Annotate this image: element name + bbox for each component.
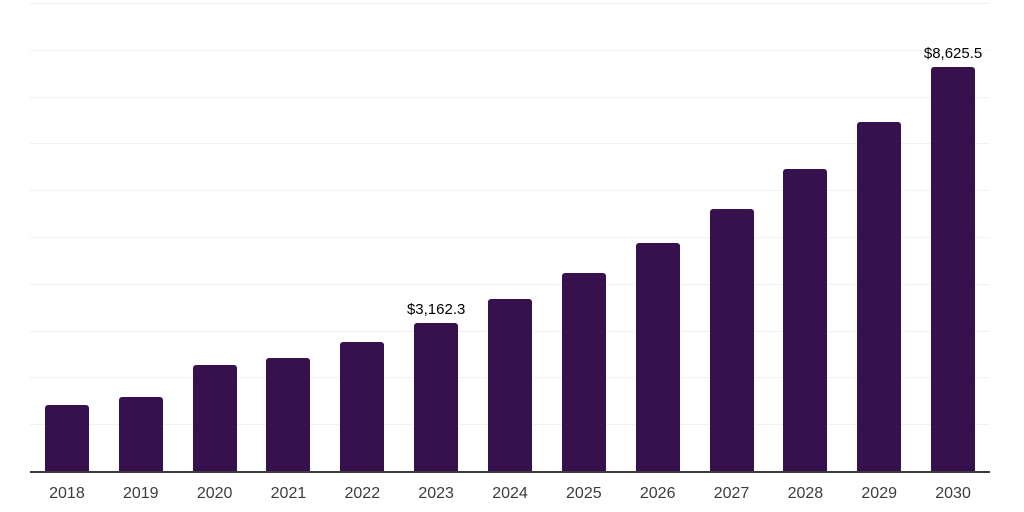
x-tick-label-2029: 2029 — [861, 485, 897, 502]
bar-2019 — [118, 396, 163, 471]
bar-2028 — [783, 168, 828, 471]
bar-slot-2028 — [768, 3, 842, 471]
bar-2021 — [266, 358, 311, 471]
bar-slot-2022 — [325, 3, 399, 471]
bar-2025 — [561, 272, 606, 471]
bar-slot-2023: $3,162.3 — [399, 3, 473, 471]
x-axis-labels: 2018 2019 2020 2021 2022 2023 2024 2025 2026 2027… — [30, 485, 990, 503]
bar-2030: $8,625.5 — [924, 45, 982, 471]
bar-2026 — [635, 243, 680, 471]
bars-container: $3,162.3 $8,625.5 — [30, 3, 990, 471]
bar-chart: $3,162.3 $8,625.5 2018 2019 2020 2021 2022 202… — [30, 3, 990, 503]
bar-2020 — [192, 364, 237, 471]
x-tick-label-2022: 2022 — [344, 485, 381, 502]
bar-value-label-2023: $3,162.3 — [406, 300, 466, 318]
gridline — [30, 143, 990, 145]
x-tick-label-2019: 2019 — [122, 485, 159, 502]
bar-2022 — [340, 341, 385, 471]
bar-slot-2019 — [104, 3, 178, 471]
gridline — [30, 190, 990, 192]
bar-slot-2029 — [842, 3, 916, 471]
x-tick-label-2018: 2018 — [49, 485, 85, 502]
x-tick-label-2028: 2028 — [787, 485, 824, 502]
bar-slot-2024 — [473, 3, 547, 471]
bar-slot-2025 — [547, 3, 621, 471]
bar-slot-2021 — [252, 3, 326, 471]
gridline — [30, 237, 990, 238]
bar-slot-2030: $8,625.5 — [916, 3, 990, 471]
x-tick-label-2025: 2025 — [566, 485, 602, 502]
bar-slot-2026 — [621, 3, 695, 471]
x-tick-label-2030: 2030 — [935, 485, 971, 502]
x-tick-label-2027: 2027 — [713, 485, 750, 502]
x-tick-label-2026: 2026 — [639, 485, 676, 502]
bar-2027 — [709, 209, 754, 471]
x-tick-label-2020: 2020 — [196, 485, 233, 502]
plot-area: $3,162.3 $8,625.5 — [30, 3, 990, 473]
bar-2023: $3,162.3 — [407, 301, 465, 471]
bar-slot-2027 — [695, 3, 769, 471]
bar-slot-2020 — [178, 3, 252, 471]
bar-value-label-2030: $8,625.5 — [923, 44, 983, 62]
bar-2018 — [44, 405, 89, 471]
bar-slot-2018 — [30, 3, 104, 471]
x-tick-label-2023: 2023 — [418, 485, 454, 502]
bar-2024 — [487, 299, 532, 471]
gridline — [30, 49, 990, 51]
gridline — [30, 3, 990, 4]
x-tick-label-2021: 2021 — [270, 485, 307, 502]
x-tick-label-2024: 2024 — [492, 485, 528, 502]
gridline — [30, 96, 990, 98]
bar-2029 — [857, 122, 902, 471]
gridline — [30, 283, 990, 285]
